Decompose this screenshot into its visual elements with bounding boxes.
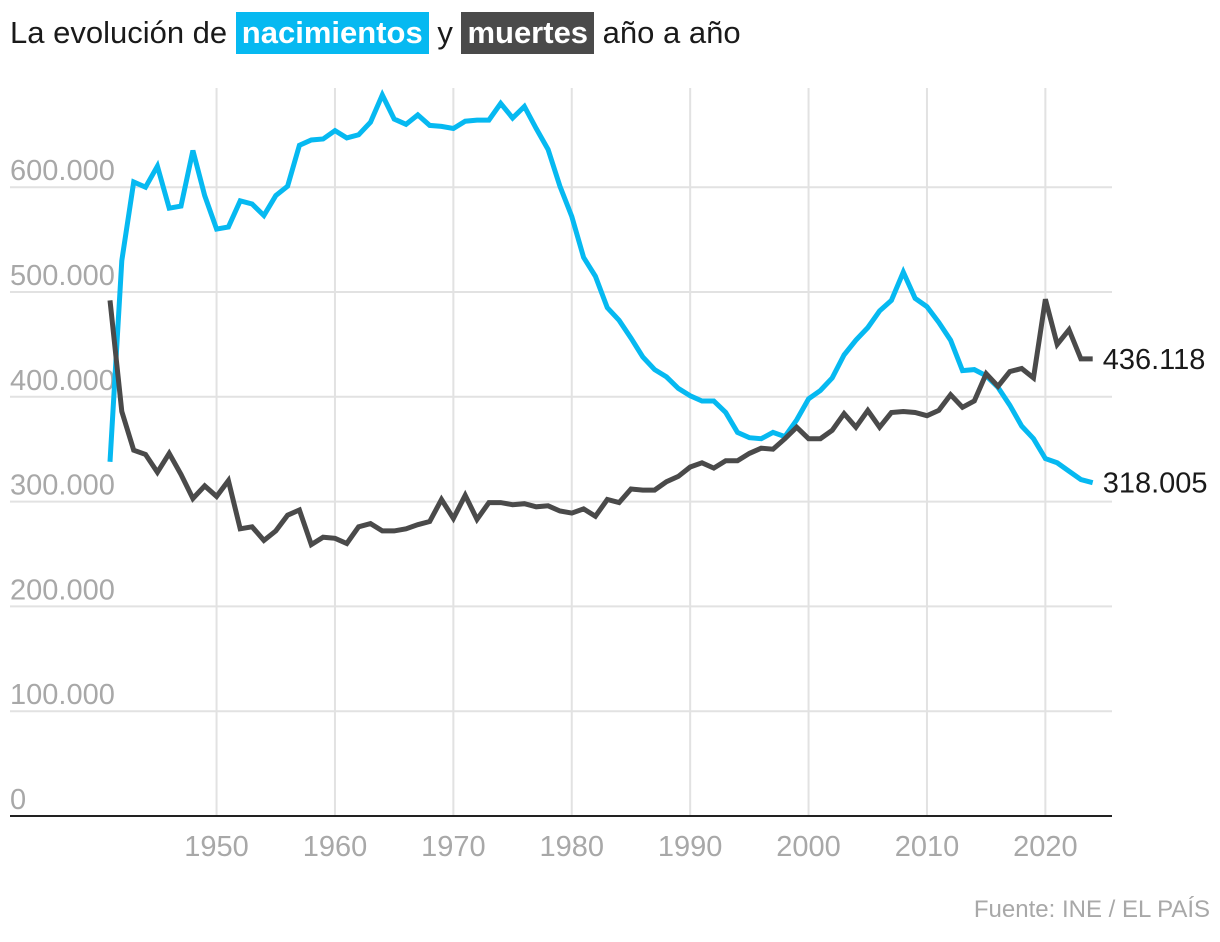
y-axis-tick-labels: 0 100.000 200.000 300.000 400.000 500.000 600.… [10,155,115,816]
x-tick-label-2000: 2000 [776,831,841,863]
y-tick-label-200000: 200.000 [10,574,115,606]
x-tick-label-2010: 2010 [895,831,960,863]
y-tick-label-600000: 600.000 [10,155,115,187]
y-gridlines [10,186,1112,713]
x-tick-label-1980: 1980 [540,831,605,863]
chart-title: La evolución de nacimientos y muertes añ… [10,10,741,56]
x-tick-label-1950: 1950 [184,831,249,863]
x-tick-label-1990: 1990 [658,831,723,863]
series-end-labels: 318.005 436.118 [1103,344,1208,500]
births-legend-label: nacimientos [235,12,429,54]
series-lines [107,89,1094,549]
y-tick-label-300000: 300.000 [10,470,115,502]
x-axis-tick-labels: 1950 1960 1970 1980 1990 2000 2010 2020 [184,831,1077,863]
end-label-muertes: 436.118 [1103,344,1206,376]
y-tick-label-100000: 100.000 [10,679,115,711]
title-connector: y [437,15,453,50]
x-tick-label-1960: 1960 [303,831,368,863]
y-tick-label-0: 0 [10,784,26,816]
y-tick-label-500000: 500.000 [10,260,115,292]
deaths-legend-label: muertes [461,12,595,54]
x-tick-label-2020: 2020 [1013,831,1078,863]
end-label-nacimientos: 318.005 [1103,468,1208,500]
x-tick-label-1970: 1970 [421,831,486,863]
y-tick-label-400000: 400.000 [10,365,115,397]
x-gridlines [215,88,1047,816]
source-note: Fuente: INE / EL PAÍS [973,896,1210,923]
title-suffix: año a año [602,15,741,50]
series-line-nacimientos [107,89,1094,486]
title-prefix: La evolución de [10,15,228,50]
series-line-muertes [107,298,1093,549]
